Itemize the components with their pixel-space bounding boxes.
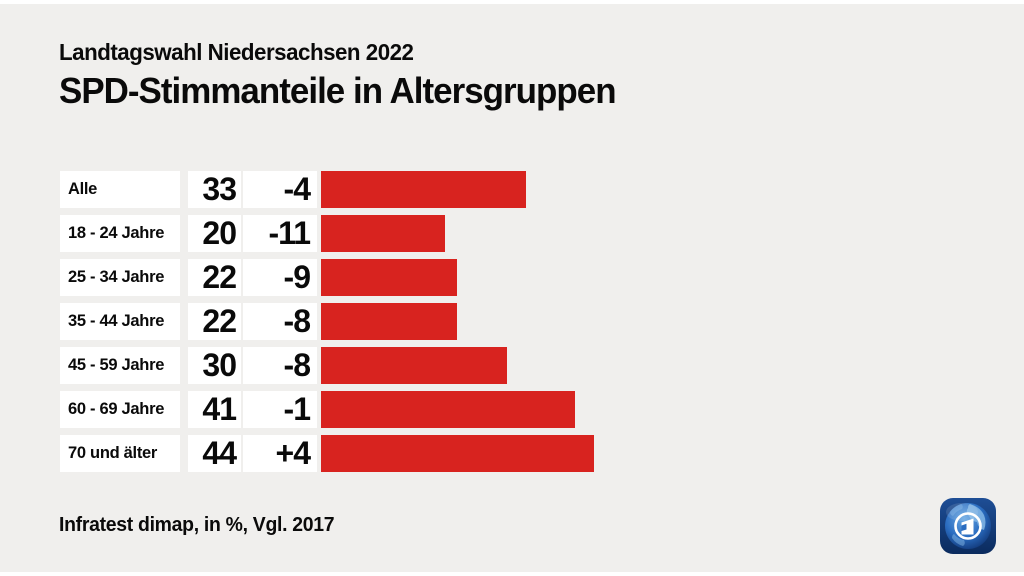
tagesschau-logo bbox=[940, 498, 996, 554]
cell-gap bbox=[180, 171, 188, 208]
chart-subtitle: Landtagswahl Niedersachsen 2022 bbox=[59, 39, 414, 65]
letterbox-top bbox=[0, 0, 1024, 4]
cell-gap bbox=[180, 303, 188, 340]
row-label: Alle bbox=[60, 171, 180, 208]
row-label: 35 - 44 Jahre bbox=[60, 303, 180, 340]
row-value: 44 bbox=[188, 435, 241, 472]
row-change: -8 bbox=[243, 347, 317, 384]
table-row: 25 - 34 Jahre 22 -9 bbox=[60, 259, 594, 296]
cell-gap bbox=[180, 435, 188, 472]
table-row: Alle 33 -4 bbox=[60, 171, 594, 208]
row-change: -8 bbox=[243, 303, 317, 340]
cell-gap bbox=[180, 347, 188, 384]
header: Landtagswahl Niedersachsen 2022 SPD-Stim… bbox=[59, 38, 633, 112]
row-value: 22 bbox=[188, 303, 241, 340]
chart-title: SPD-Stimmanteile in Altersgruppen bbox=[59, 70, 617, 111]
row-change: -11 bbox=[243, 215, 317, 252]
value-bar bbox=[321, 435, 594, 472]
source-note: Infratest dimap, in %, Vgl. 2017 bbox=[59, 514, 335, 536]
row-change: -1 bbox=[243, 391, 317, 428]
globe-icon bbox=[940, 498, 996, 554]
table-row: 35 - 44 Jahre 22 -8 bbox=[60, 303, 594, 340]
cell-gap bbox=[180, 215, 188, 252]
table-row: 60 - 69 Jahre 41 -1 bbox=[60, 391, 594, 428]
value-bar bbox=[321, 303, 457, 340]
value-bar bbox=[321, 347, 507, 384]
table-row: 45 - 59 Jahre 30 -8 bbox=[60, 347, 594, 384]
row-change: +4 bbox=[243, 435, 317, 472]
value-bar bbox=[321, 215, 445, 252]
value-bar bbox=[321, 171, 526, 208]
table-row: 70 und älter 44 +4 bbox=[60, 435, 594, 472]
row-change: -9 bbox=[243, 259, 317, 296]
bar-chart-table: Alle 33 -4 18 - 24 Jahre 20 -11 25 - 34 Jahre 2… bbox=[60, 171, 594, 479]
row-label: 70 und älter bbox=[60, 435, 180, 472]
row-value: 33 bbox=[188, 171, 241, 208]
row-value: 22 bbox=[188, 259, 241, 296]
row-value: 20 bbox=[188, 215, 241, 252]
table-row: 18 - 24 Jahre 20 -11 bbox=[60, 215, 594, 252]
row-change: -4 bbox=[243, 171, 317, 208]
row-label: 25 - 34 Jahre bbox=[60, 259, 180, 296]
cell-gap bbox=[180, 259, 188, 296]
row-label: 60 - 69 Jahre bbox=[60, 391, 180, 428]
letterbox-bottom bbox=[0, 572, 1024, 576]
row-value: 30 bbox=[188, 347, 241, 384]
value-bar bbox=[321, 391, 575, 428]
row-value: 41 bbox=[188, 391, 241, 428]
row-label: 45 - 59 Jahre bbox=[60, 347, 180, 384]
row-label: 18 - 24 Jahre bbox=[60, 215, 180, 252]
value-bar bbox=[321, 259, 457, 296]
cell-gap bbox=[180, 391, 188, 428]
